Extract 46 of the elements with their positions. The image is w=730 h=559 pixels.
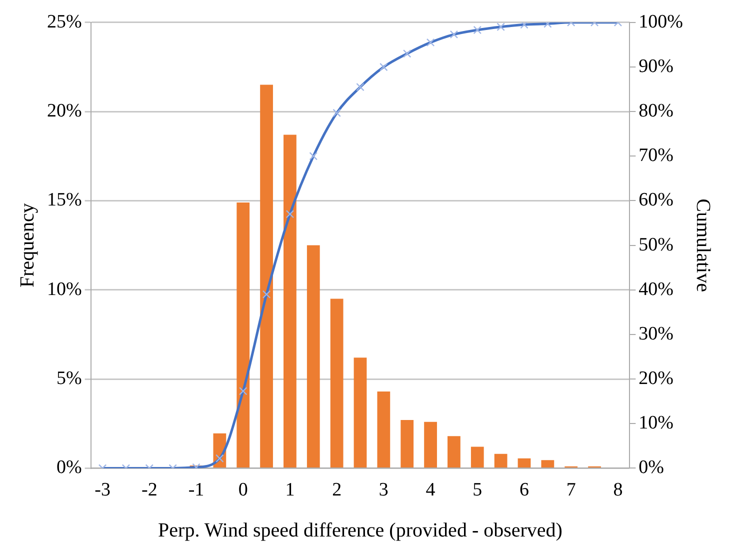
x-tick-label: 0 <box>238 480 248 501</box>
bar <box>470 446 484 468</box>
y-tick-label: 10% <box>47 278 82 300</box>
x-tick-label: -3 <box>94 480 110 501</box>
bar <box>541 460 554 468</box>
bar <box>330 298 344 468</box>
bar <box>306 245 320 468</box>
x-tick-label: 4 <box>426 480 436 501</box>
y2-tick-label: 0% <box>638 457 664 478</box>
y2-tick-label: 90% <box>638 56 674 77</box>
y-tick-label: 5% <box>56 368 82 390</box>
y-tick-label: 0% <box>56 457 82 478</box>
y-tick-label: 25% <box>47 11 82 32</box>
bar <box>260 84 273 468</box>
bar <box>448 436 460 468</box>
x-tick-label: 3 <box>378 480 388 501</box>
x-tick-label: 6 <box>519 480 529 501</box>
bar <box>424 422 437 468</box>
y2-tick-label: 50% <box>638 234 674 256</box>
y2-tick-label: 10% <box>638 412 674 434</box>
x-axis-title: Perp. Wind speed difference (provided - observed) <box>158 519 562 542</box>
x-tick-label: 5 <box>472 480 482 501</box>
y2-axis-title: Cumulative <box>692 198 714 292</box>
bar <box>354 358 367 468</box>
bar <box>494 454 508 468</box>
bar <box>518 458 531 468</box>
bar <box>400 420 414 468</box>
y-axis-title: Frequency <box>16 203 38 288</box>
y2-tick-label: 20% <box>638 368 674 390</box>
x-tick-label: -2 <box>141 480 158 501</box>
y-tick-label: 20% <box>47 100 82 122</box>
y2-tick-label: 40% <box>638 278 674 300</box>
x-tick-label: -1 <box>188 480 204 501</box>
y2-tick-label: 70% <box>638 145 674 166</box>
y2-tick-label: 80% <box>638 100 674 122</box>
bar <box>284 134 296 468</box>
x-tick-label: 7 <box>566 480 576 501</box>
y2-tick-label: 60% <box>638 190 674 211</box>
y2-tick-label: 30% <box>638 323 674 344</box>
y2-tick-label: 100% <box>638 11 684 32</box>
x-tick-label: 8 <box>613 480 623 501</box>
bar <box>236 202 250 468</box>
x-tick-label: 1 <box>285 480 295 501</box>
y-tick-label: 15% <box>47 190 82 211</box>
x-tick-label: 2 <box>332 480 342 501</box>
bar <box>377 392 390 468</box>
